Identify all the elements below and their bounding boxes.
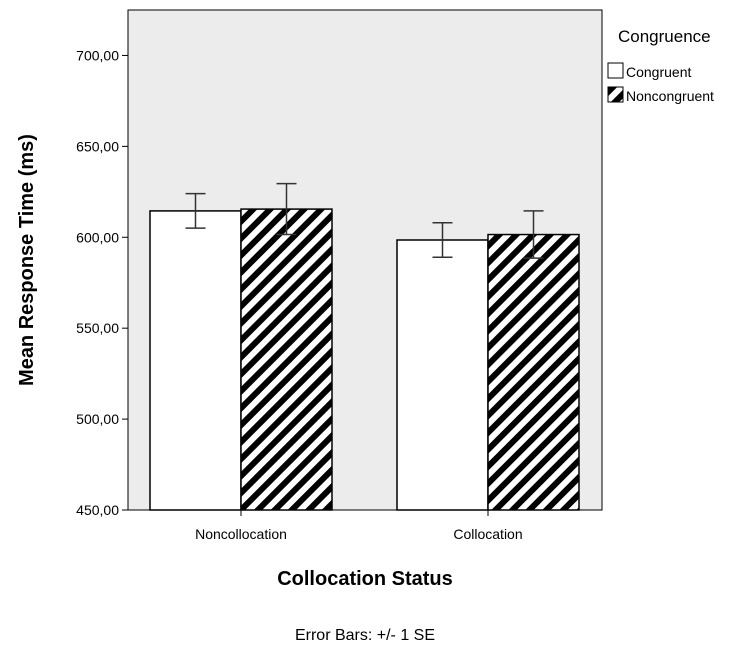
bar-noncongruent-collocation xyxy=(487,233,580,511)
y-axis-title: Mean Response Time (ms) xyxy=(16,134,38,386)
legend-swatch-congruent xyxy=(607,62,624,79)
y-tick-label: 600,00 xyxy=(76,229,119,245)
x-tick-label: Collocation xyxy=(453,526,522,542)
y-tick-label: 500,00 xyxy=(76,411,119,427)
y-tick-label: 650,00 xyxy=(76,138,119,154)
footnote: Error Bars: +/- 1 SE xyxy=(295,627,435,644)
legend-label-noncongruent: Noncongruent xyxy=(626,88,714,104)
x-axis-title: Collocation Status xyxy=(277,568,453,590)
x-axis: Noncollocation Collocation xyxy=(195,510,523,542)
bar-congruent-collocation xyxy=(396,239,489,511)
y-axis: 450,00 500,00 550,00 600,00 650,00 700,00 xyxy=(76,47,128,518)
bar-noncongruent-noncollocation xyxy=(240,208,333,511)
x-tick-label: Noncollocation xyxy=(195,526,287,542)
legend-swatch-noncongruent xyxy=(607,86,624,103)
error-bars xyxy=(185,182,544,259)
legend: Congruence Congruent Noncongruent xyxy=(607,27,714,104)
legend-title: Congruence xyxy=(618,27,711,46)
y-tick-label: 450,00 xyxy=(76,502,119,518)
y-tick-label: 700,00 xyxy=(76,47,119,63)
legend-label-congruent: Congruent xyxy=(626,64,691,80)
y-tick-label: 550,00 xyxy=(76,320,119,336)
bar-congruent-noncollocation xyxy=(149,210,242,511)
